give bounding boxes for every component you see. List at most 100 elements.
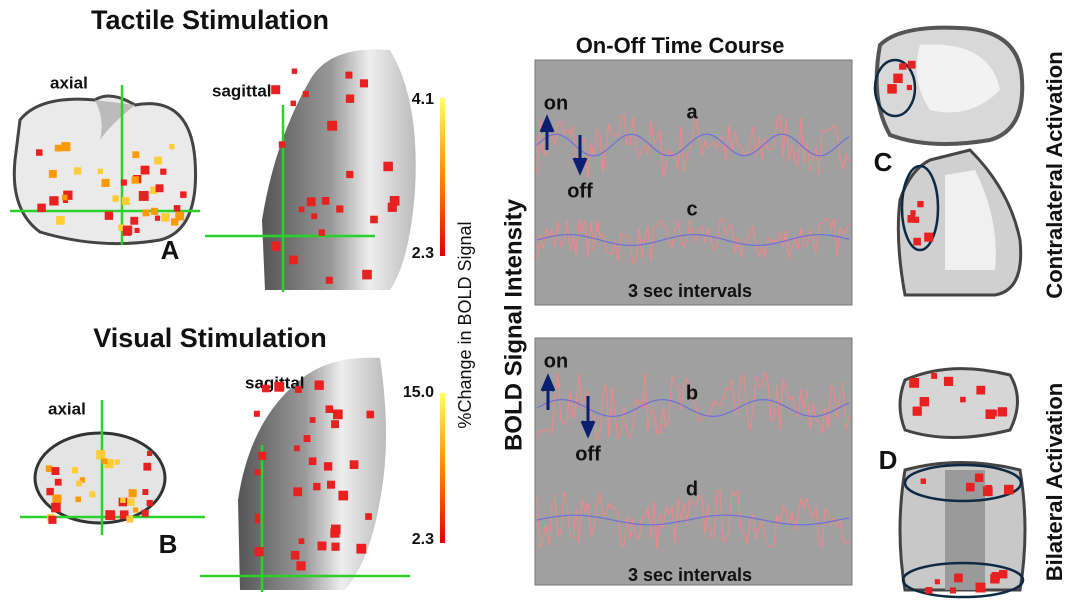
activation	[262, 386, 268, 392]
arrow	[539, 114, 555, 150]
activation	[161, 213, 170, 222]
activation	[258, 451, 267, 460]
activation	[298, 538, 305, 544]
activation	[96, 450, 106, 460]
activation	[175, 211, 185, 221]
trace-raw	[536, 489, 850, 549]
title: On-Off Time Course	[576, 33, 785, 58]
activation	[254, 513, 260, 519]
activation	[887, 84, 897, 94]
activation	[147, 450, 153, 456]
trace-model	[536, 234, 850, 246]
roi-circle	[873, 58, 917, 118]
activation	[362, 269, 372, 280]
activation	[150, 207, 158, 215]
activation	[975, 582, 986, 593]
activation	[254, 547, 264, 557]
activation	[126, 515, 134, 523]
activation	[311, 213, 318, 220]
brain-sagittal	[262, 49, 416, 290]
on-label: on	[544, 350, 568, 372]
activation	[331, 542, 340, 551]
activation	[893, 73, 903, 83]
trace-label: a	[686, 101, 698, 123]
activation	[142, 489, 149, 495]
activation	[920, 478, 926, 484]
roi-circle	[900, 164, 940, 252]
activation	[101, 458, 108, 464]
activation	[45, 465, 53, 472]
brain-detail	[945, 170, 996, 270]
activation	[383, 161, 393, 172]
activation	[949, 587, 956, 594]
activation	[114, 459, 121, 465]
activation	[308, 457, 317, 465]
activation	[336, 205, 344, 213]
activation	[130, 216, 139, 225]
activation	[346, 170, 354, 179]
activation	[75, 496, 81, 503]
activation	[169, 144, 175, 150]
activation	[101, 178, 110, 187]
panel-label: A	[161, 235, 180, 265]
activation	[61, 142, 71, 152]
activation	[906, 84, 912, 91]
brain-sagittal	[238, 357, 386, 590]
activation	[370, 215, 378, 224]
activation	[302, 91, 309, 98]
activation	[71, 467, 78, 474]
activation	[323, 462, 333, 471]
activation	[119, 510, 129, 519]
activation	[966, 482, 975, 492]
on-label: on	[544, 92, 568, 114]
activation	[49, 196, 59, 206]
activation	[54, 144, 62, 152]
roi-circle	[903, 463, 1023, 503]
label: sagittal	[212, 81, 272, 100]
activation	[36, 149, 43, 156]
activation	[954, 573, 963, 583]
activation	[910, 210, 916, 216]
activation	[46, 487, 54, 496]
activation	[365, 513, 372, 520]
activation	[146, 499, 153, 507]
activation	[154, 215, 161, 221]
activation	[123, 225, 133, 235]
activation	[997, 407, 1007, 417]
activation	[127, 498, 135, 506]
activation	[974, 473, 984, 482]
brain-detail	[945, 470, 985, 590]
traces	[536, 112, 850, 549]
activation	[991, 572, 1000, 581]
activation	[112, 195, 119, 202]
activation	[345, 94, 355, 103]
activation	[338, 490, 349, 501]
activation	[327, 480, 335, 489]
panel-label: D	[879, 445, 898, 475]
activation	[349, 460, 359, 469]
panel-label: B	[159, 529, 178, 559]
activation	[931, 373, 938, 379]
arrow	[580, 396, 596, 439]
activation	[104, 459, 114, 469]
colorbar	[440, 393, 445, 543]
activation	[985, 485, 992, 492]
activation	[271, 241, 281, 251]
label: axial	[48, 399, 86, 418]
activation	[359, 79, 368, 88]
activation	[150, 186, 158, 194]
activation	[999, 570, 1008, 579]
activation	[61, 194, 68, 201]
activation	[120, 179, 127, 186]
title: Tactile Stimulation	[91, 5, 329, 35]
activation	[934, 579, 940, 585]
activation	[51, 467, 60, 475]
activation	[62, 197, 68, 203]
activation	[925, 587, 933, 594]
activation	[52, 494, 62, 504]
off-label: off	[567, 180, 593, 202]
trace-raw	[536, 112, 850, 179]
activation	[389, 196, 400, 206]
activation	[173, 205, 181, 212]
